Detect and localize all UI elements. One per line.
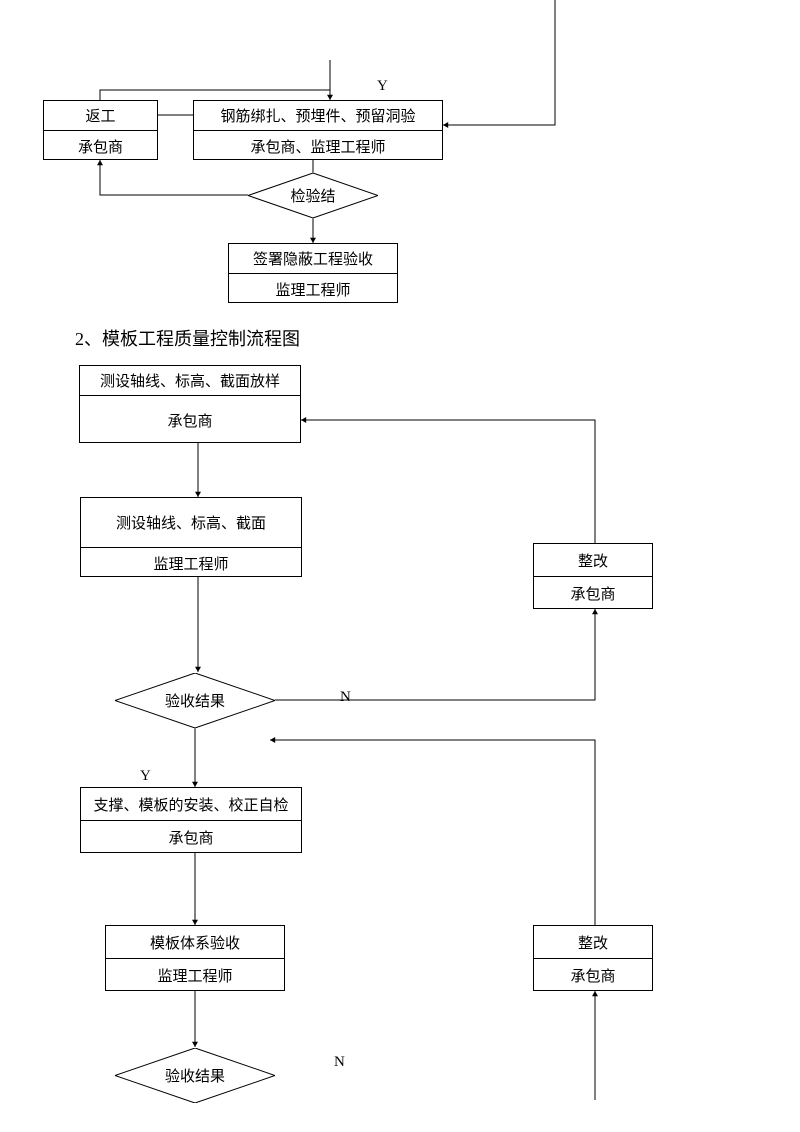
box-rectify1-title: 整改 <box>534 544 652 577</box>
box-rectify2-role: 承包商 <box>534 959 652 992</box>
label-Y_mid: Y <box>140 768 151 785</box>
diamond-d3-text: 验收结果 <box>115 1048 275 1103</box>
box-rework-title: 返工 <box>44 101 157 131</box>
diamond-d2-text: 验收结果 <box>115 673 275 728</box>
box-formwork: 模板体系验收监理工程师 <box>105 925 285 991</box>
box-support-title: 支撑、模板的安装、校正自检 <box>81 788 301 821</box>
diagram-canvas: 返工承包商钢筋绑扎、预埋件、预留洞验承包商、监理工程师签署隐蔽工程验收监理工程师… <box>0 0 800 1132</box>
diamond-d1: 检验结 <box>248 173 378 218</box>
box-rebar: 钢筋绑扎、预埋件、预留洞验承包商、监理工程师 <box>193 100 443 160</box>
box-rework-role: 承包商 <box>44 131 157 161</box>
box-survey2-title: 测设轴线、标高、截面 <box>81 498 301 548</box>
label-N_first: N <box>340 689 351 706</box>
box-rectify2: 整改承包商 <box>533 925 653 991</box>
box-survey1-role: 承包商 <box>80 396 300 444</box>
box-rectify2-title: 整改 <box>534 926 652 959</box>
box-rebar-title: 钢筋绑扎、预埋件、预留洞验 <box>194 101 442 131</box>
box-survey1-title: 测设轴线、标高、截面放样 <box>80 366 300 396</box>
box-sign: 签署隐蔽工程验收监理工程师 <box>228 243 398 303</box>
box-sign-role: 监理工程师 <box>229 274 397 304</box>
section-heading: 2、模板工程质量控制流程图 <box>75 325 300 351</box>
box-survey1: 测设轴线、标高、截面放样承包商 <box>79 365 301 443</box>
box-rebar-role: 承包商、监理工程师 <box>194 131 442 161</box>
diamond-d3: 验收结果 <box>115 1048 275 1103</box>
box-survey2: 测设轴线、标高、截面监理工程师 <box>80 497 302 577</box>
diamond-d2: 验收结果 <box>115 673 275 728</box>
box-formwork-role: 监理工程师 <box>106 959 284 992</box>
box-formwork-title: 模板体系验收 <box>106 926 284 959</box>
box-rework: 返工承包商 <box>43 100 158 160</box>
box-rectify1: 整改承包商 <box>533 543 653 609</box>
box-support: 支撑、模板的安装、校正自检承包商 <box>80 787 302 853</box>
diamond-d1-text: 检验结 <box>248 173 378 218</box>
label-Y_top: Y <box>377 78 388 95</box>
label-N_second: N <box>334 1054 345 1071</box>
box-rectify1-role: 承包商 <box>534 577 652 610</box>
box-sign-title: 签署隐蔽工程验收 <box>229 244 397 274</box>
box-support-role: 承包商 <box>81 821 301 854</box>
box-survey2-role: 监理工程师 <box>81 548 301 578</box>
